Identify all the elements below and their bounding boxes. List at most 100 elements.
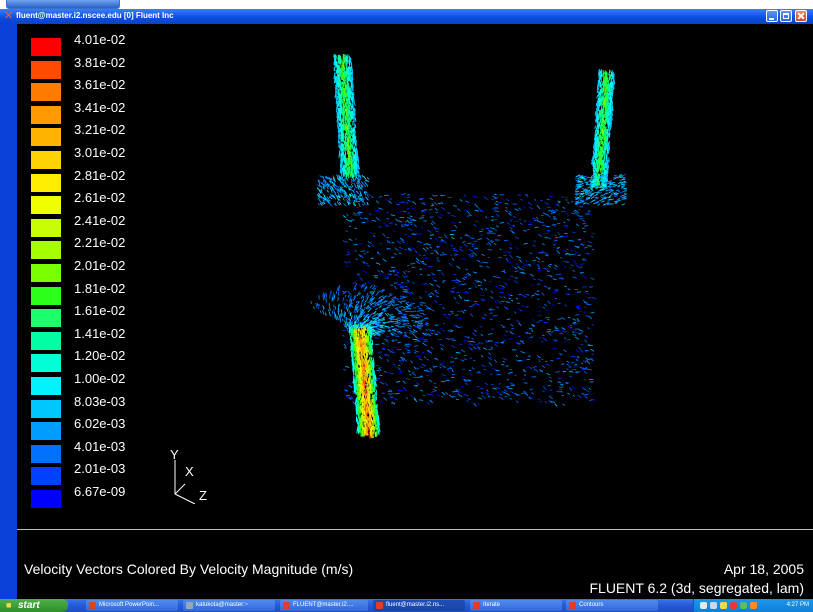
velocity-vector [570,370,574,374]
velocity-vector [506,386,509,389]
velocity-vector [368,397,371,403]
velocity-vector [432,273,436,276]
velocity-vector [521,341,525,345]
velocity-vector [474,246,480,249]
velocity-vector [390,315,396,318]
velocity-vector [566,363,570,366]
velocity-vector [354,142,357,147]
velocity-vector [567,325,572,330]
velocity-vector [348,129,351,136]
velocity-vector [382,295,387,299]
velocity-vector [604,98,607,102]
velocity-vector [389,314,394,316]
velocity-vector [577,179,581,182]
velocity-vector [339,81,342,86]
velocity-vector [621,197,624,199]
velocity-vector [419,312,425,314]
title-bar[interactable]: ✕ fluent@master.i2.nscee.edu [0] Fluent … [0,9,813,23]
velocity-vector [338,99,341,104]
velocity-vector [504,306,509,310]
velocity-vector [525,229,531,231]
velocity-vector [373,411,377,418]
velocity-vector [507,372,512,375]
velocity-vector [397,326,402,328]
velocity-vector [442,307,445,310]
velocity-vector [352,138,354,144]
background-window-tab[interactable] [6,0,120,9]
velocity-vector [394,253,397,256]
velocity-vector [343,306,346,309]
velocity-vector [403,322,407,325]
velocity-vector [365,313,369,317]
velocity-vector [371,196,374,199]
velocity-vector [356,163,359,170]
velocity-vector [439,241,444,243]
velocity-vector [381,289,385,294]
velocity-vector [551,304,555,306]
velocity-vector [376,369,380,372]
velocity-vector [481,253,485,256]
close-button[interactable] [795,10,807,22]
velocity-vector [410,291,414,295]
velocity-vector [581,367,585,371]
velocity-vector [404,248,407,251]
velocity-vector [461,375,465,378]
velocity-vector [469,347,473,350]
velocity-vector [380,295,384,298]
velocity-vector [337,309,339,315]
velocity-vector [357,351,360,358]
maximize-button[interactable] [780,10,792,22]
velocity-vector [523,392,529,396]
velocity-vector [493,228,498,232]
velocity-vector [555,236,559,239]
velocity-vector [347,122,350,127]
velocity-vector [507,293,512,296]
velocity-vector [544,267,549,272]
velocity-vector [328,199,331,202]
velocity-vector [426,393,431,395]
velocity-vector [596,100,599,104]
velocity-vector [542,386,547,390]
graphics-viewport[interactable]: 4.01e-02 3.81e-02 3.61e-02 3.41e-02 3.21e-02… [17,24,813,599]
velocity-vector [582,275,587,280]
velocity-vector [481,355,484,358]
velocity-vector [407,248,411,252]
velocity-vector [405,301,410,304]
velocity-vector [515,246,519,250]
velocity-vector [381,300,387,304]
velocity-vector [391,329,396,332]
vector-plot-area[interactable]: 4.01e-02 3.81e-02 3.61e-02 3.41e-02 3.21e-02… [17,24,813,529]
velocity-vector [584,225,589,227]
velocity-vector [404,223,410,226]
velocity-vector [549,379,553,383]
velocity-vector [349,312,351,317]
velocity-vector [422,332,428,336]
velocity-vector [396,203,400,206]
velocity-vector [490,346,493,349]
velocity-vector [523,370,527,373]
velocity-vector [356,157,359,164]
velocity-vector [605,75,608,81]
velocity-vector [414,250,418,254]
velocity-vector [380,327,385,329]
velocity-vector [380,302,384,305]
velocity-vector [366,292,369,295]
velocity-vector [355,154,357,159]
velocity-vector [368,313,373,318]
velocity-vector [326,200,329,204]
velocity-vector [351,151,354,156]
velocity-vector [322,305,325,311]
velocity-vector [366,294,370,299]
velocity-vector [403,196,407,199]
velocity-vector [472,271,477,274]
velocity-vector [474,209,480,212]
velocity-vector [408,247,412,251]
velocity-vector [370,356,373,361]
velocity-vector [420,389,424,392]
velocity-vector [377,270,380,272]
velocity-vector [603,99,606,104]
velocity-vector [357,316,359,320]
velocity-vector [342,112,344,118]
minimize-button[interactable] [766,10,778,22]
velocity-vector [376,251,380,254]
